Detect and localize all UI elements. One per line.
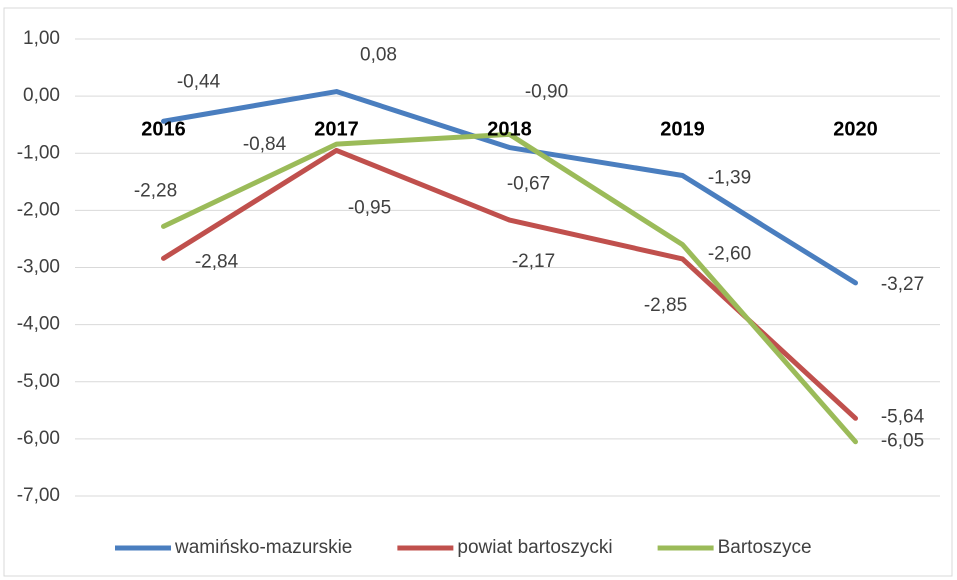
data-label: -2,84 xyxy=(195,251,239,272)
data-label: -6,05 xyxy=(881,431,924,452)
data-label: -0,67 xyxy=(507,173,550,194)
x-tick-label: 2016 xyxy=(141,118,186,140)
data-label: -0,84 xyxy=(243,134,287,155)
y-tick-label: -1,00 xyxy=(17,142,60,163)
data-label: -2,17 xyxy=(512,251,555,272)
data-label: -0,95 xyxy=(348,197,391,218)
data-label: -2,28 xyxy=(134,180,177,201)
data-label: -0,44 xyxy=(177,71,221,92)
y-tick-label: 0,00 xyxy=(23,85,60,106)
y-tick-label: -4,00 xyxy=(17,314,60,335)
y-tick-label: -3,00 xyxy=(17,257,60,278)
data-label: -0,90 xyxy=(525,82,568,103)
y-tick-label: -6,00 xyxy=(17,428,60,449)
x-tick-label: 2020 xyxy=(833,118,878,140)
data-label: -5,64 xyxy=(881,406,925,427)
y-tick-label: -2,00 xyxy=(17,199,60,220)
y-tick-label: -5,00 xyxy=(17,371,60,392)
x-tick-label: 2019 xyxy=(660,118,705,140)
legend-label: powiat bartoszycki xyxy=(457,537,612,558)
y-tick-label: -7,00 xyxy=(17,485,60,506)
x-tick-label: 2018 xyxy=(487,118,532,140)
legend-label: wamińsko-mazurskie xyxy=(174,537,352,558)
data-label: 0,08 xyxy=(360,45,397,66)
series-line xyxy=(161,131,858,445)
chart-frame xyxy=(3,7,953,577)
y-tick-label: 1,00 xyxy=(23,28,60,49)
legend-label: Bartoszyce xyxy=(718,537,812,558)
data-label: -3,27 xyxy=(881,274,924,295)
data-label: -1,39 xyxy=(708,168,751,189)
x-tick-label: 2017 xyxy=(314,118,359,140)
series-line xyxy=(161,89,858,286)
data-label: -2,85 xyxy=(644,295,687,316)
data-label: -2,60 xyxy=(708,244,751,265)
